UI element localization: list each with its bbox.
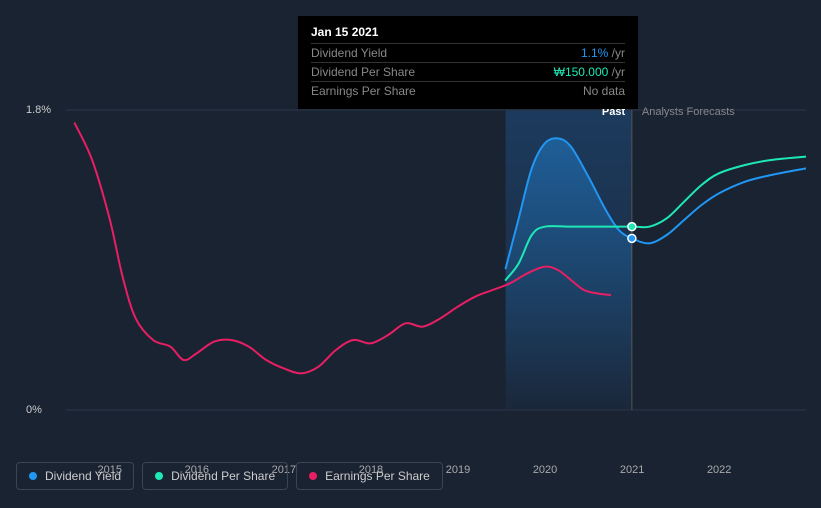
tooltip-row: Dividend Per Share ₩150.000 /yr	[311, 62, 625, 81]
legend-item[interactable]: Dividend Yield	[16, 462, 134, 490]
legend-label: Dividend Per Share	[171, 469, 275, 483]
legend-label: Earnings Per Share	[325, 469, 430, 483]
legend-dot-icon	[309, 472, 317, 480]
x-axis-label: 2022	[707, 464, 731, 476]
tooltip-value: 1.1% /yr	[581, 46, 625, 60]
tooltip-label: Earnings Per Share	[311, 84, 416, 98]
dividend-chart: Past Analysts Forecasts 2015201620172018…	[16, 100, 805, 458]
legend-label: Dividend Yield	[45, 469, 121, 483]
x-axis-label: 2020	[533, 464, 557, 476]
tooltip-value: No data	[583, 84, 625, 98]
tooltip-label: Dividend Per Share	[311, 65, 415, 79]
tooltip-row: Earnings Per Share No data	[311, 81, 625, 100]
x-axis-label: 2019	[446, 464, 470, 476]
chart-svg	[16, 100, 806, 420]
legend-item[interactable]: Dividend Per Share	[142, 462, 288, 490]
forecast-label: Analysts Forecasts	[642, 106, 735, 118]
tooltip-rows: Dividend Yield 1.1% /yr Dividend Per Share…	[311, 43, 625, 100]
tooltip-date: Jan 15 2021	[311, 25, 625, 43]
tooltip-row: Dividend Yield 1.1% /yr	[311, 43, 625, 62]
chart-legend: Dividend Yield Dividend Per Share Earnings…	[16, 462, 443, 490]
legend-dot-icon	[29, 472, 37, 480]
chart-tooltip: Jan 15 2021 Dividend Yield1.1% /yrDivide…	[298, 16, 638, 109]
legend-dot-icon	[155, 472, 163, 480]
tooltip-value: ₩150.000 /yr	[554, 65, 625, 79]
tooltip-label: Dividend Yield	[311, 46, 387, 60]
y-axis-label: 1.8%	[26, 104, 51, 116]
x-axis-label: 2021	[620, 464, 644, 476]
y-axis-label: 0%	[26, 404, 42, 416]
legend-item[interactable]: Earnings Per Share	[296, 462, 443, 490]
